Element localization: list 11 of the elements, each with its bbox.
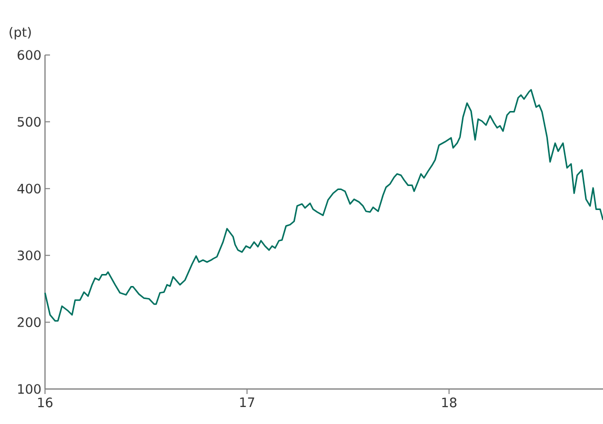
y-tick-label: 100 bbox=[18, 384, 41, 394]
x-tick-label: 16 bbox=[38, 398, 52, 408]
y-tick-label: 400 bbox=[17, 184, 41, 194]
y-tick-label: 300 bbox=[18, 250, 41, 260]
y-tick-label: 500 bbox=[18, 116, 41, 127]
line-series bbox=[44, 88, 603, 322]
y-tick-label: 200 bbox=[18, 317, 41, 328]
x-tick-label: 17 bbox=[240, 398, 254, 407]
x-tick-label: 18 bbox=[442, 398, 456, 408]
y-tick-label: 600 bbox=[18, 50, 41, 60]
y-axis-title: (pt) bbox=[10, 26, 31, 40]
